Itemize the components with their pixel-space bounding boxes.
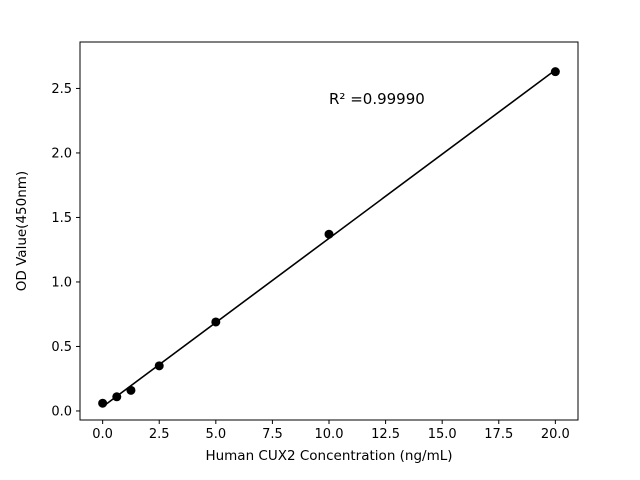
data-point	[154, 361, 164, 371]
y-tick-label: 2.0	[51, 146, 72, 161]
data-point	[550, 67, 560, 77]
data-point	[211, 317, 221, 327]
y-axis-label: OD Value(450nm)	[14, 171, 30, 291]
x-tick-label: 10.0	[315, 427, 344, 442]
x-tick-label: 0.0	[92, 427, 113, 442]
data-point	[98, 398, 108, 408]
data-point	[126, 385, 136, 395]
x-tick-label: 5.0	[205, 427, 226, 442]
x-tick-label: 17.5	[484, 427, 513, 442]
x-tick-label: 7.5	[262, 427, 283, 442]
y-tick-label: 0.5	[51, 340, 72, 355]
y-tick-label: 0.0	[51, 404, 72, 419]
y-tick-label: 2.5	[51, 82, 72, 97]
y-tick-label: 1.5	[51, 211, 72, 226]
y-tick-label: 1.0	[51, 275, 72, 290]
x-tick-label: 15.0	[428, 427, 457, 442]
data-point	[324, 229, 334, 239]
x-tick-label: 20.0	[541, 427, 570, 442]
x-tick-label: 2.5	[149, 427, 170, 442]
data-point	[112, 392, 122, 402]
r-squared-annotation: R² =0.99990	[329, 90, 425, 108]
x-tick-label: 12.5	[371, 427, 400, 442]
x-axis-label: Human CUX2 Concentration (ng/mL)	[205, 448, 452, 464]
